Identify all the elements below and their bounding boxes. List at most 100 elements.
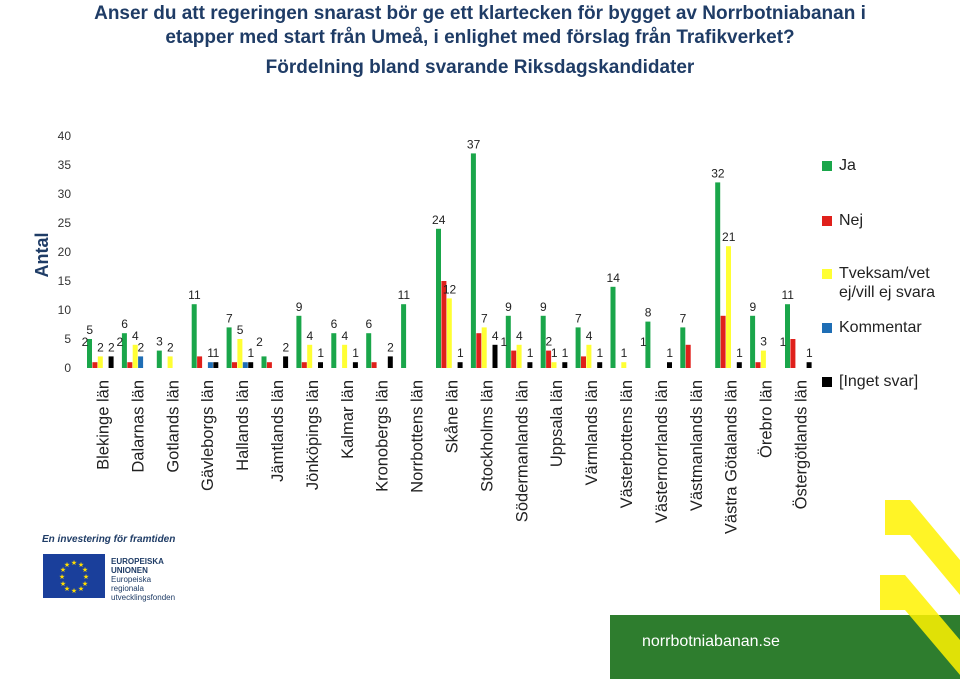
category-label: Västmanlands län xyxy=(688,380,706,511)
bar xyxy=(476,333,482,368)
eu-line-5: utvecklingsfonden xyxy=(111,593,176,602)
legend-swatch-ja xyxy=(822,161,832,171)
bar xyxy=(492,344,498,368)
data-label: 4 xyxy=(132,329,139,343)
category-label: Örebro län xyxy=(758,380,776,458)
data-label: 6 xyxy=(366,317,373,331)
y-axis-label: Antal xyxy=(32,233,52,278)
bar xyxy=(121,333,127,368)
data-label: 1 xyxy=(500,335,507,349)
svg-text:★: ★ xyxy=(78,561,84,569)
category-label: Skåne län xyxy=(444,380,462,453)
bar xyxy=(511,350,517,368)
data-label: 1 xyxy=(736,346,743,360)
data-label: 2 xyxy=(117,335,124,349)
data-label: 5 xyxy=(237,323,244,337)
svg-text:★: ★ xyxy=(78,585,84,593)
data-label: 2 xyxy=(167,340,174,354)
data-label: 1 xyxy=(806,346,813,360)
y-tick-label: 20 xyxy=(58,245,72,259)
svg-text:★: ★ xyxy=(83,573,89,581)
bar xyxy=(197,356,203,368)
svg-text:★: ★ xyxy=(64,561,70,569)
svg-text:★: ★ xyxy=(60,580,66,588)
eu-line-1: EUROPEISKA xyxy=(111,557,164,566)
bar xyxy=(296,315,302,368)
category-label: Värmlands län xyxy=(583,380,601,485)
category-label: Uppsala län xyxy=(548,380,566,467)
bar xyxy=(318,362,323,368)
data-label: 1 xyxy=(780,335,787,349)
bar xyxy=(505,315,511,368)
category-label: Västerbottens län xyxy=(618,380,636,508)
data-label: 7 xyxy=(575,311,582,325)
eu-text: EUROPEISKA UNIONEN Europeiska regionala … xyxy=(111,557,175,602)
bar xyxy=(516,344,522,368)
data-label: 9 xyxy=(540,300,547,314)
bar xyxy=(760,350,766,368)
bar xyxy=(401,304,407,368)
data-label: 7 xyxy=(481,311,488,325)
bar xyxy=(457,362,463,368)
legend-swatch-tveksam xyxy=(822,269,832,279)
svg-text:★: ★ xyxy=(82,580,88,588)
bar xyxy=(446,298,452,368)
bar xyxy=(621,362,627,368)
bar xyxy=(371,362,377,368)
data-label: 2 xyxy=(97,340,104,354)
x-axis: Blekinge län Dalarnas län Gotlands län Gävl… xyxy=(95,380,811,534)
data-label: 14 xyxy=(607,271,621,285)
data-label: 21 xyxy=(722,230,736,244)
eu-flag-icon: ★ ★ ★ ★ ★ ★ ★ ★ ★ ★ ★ ★ xyxy=(43,554,105,598)
legend-swatch-inget-svar xyxy=(822,377,832,387)
bar xyxy=(750,315,756,368)
bar xyxy=(610,286,616,368)
bar xyxy=(226,327,232,368)
bar xyxy=(366,333,372,368)
bar xyxy=(261,356,267,368)
data-label: 3 xyxy=(760,335,767,349)
data-label: 1 xyxy=(640,335,647,349)
data-label: 1 xyxy=(457,346,464,360)
category-label: Jönköpings län xyxy=(304,380,322,490)
data-label: 7 xyxy=(226,311,233,325)
data-label: 11 xyxy=(398,288,411,302)
bar xyxy=(470,153,476,368)
svg-text:★: ★ xyxy=(64,585,70,593)
category-label: Dalarnas län xyxy=(129,380,147,473)
bar xyxy=(546,350,552,368)
bar xyxy=(575,327,581,368)
bar xyxy=(213,362,219,368)
bar xyxy=(127,362,133,368)
site-link[interactable]: norrbotniabanan.se xyxy=(642,633,780,650)
data-label: 2 xyxy=(82,335,89,349)
bar xyxy=(342,344,348,368)
data-label: 1 xyxy=(666,346,673,360)
bar xyxy=(736,362,742,368)
bar xyxy=(785,304,790,368)
legend-swatch-nej xyxy=(822,216,832,226)
bar xyxy=(352,362,358,368)
data-label: 2 xyxy=(545,335,552,349)
chart-subtitle: Fördelning bland svarande Riksdagskandid… xyxy=(265,57,695,78)
data-label: 1 xyxy=(551,346,558,360)
data-label: 4 xyxy=(492,329,499,343)
svg-text:★: ★ xyxy=(71,587,77,595)
data-label: 4 xyxy=(307,329,314,343)
arrow-logo-icon xyxy=(880,500,960,675)
y-tick-label: 35 xyxy=(58,158,72,172)
data-label: 7 xyxy=(680,311,687,325)
category-label: Hallands län xyxy=(234,380,252,471)
bar xyxy=(242,362,248,368)
data-label: 32 xyxy=(711,166,725,180)
eu-stars-icon: ★ ★★ ★★★ ★★★ ★★★ xyxy=(59,559,89,595)
bar xyxy=(726,246,731,368)
data-label: 4 xyxy=(586,329,593,343)
y-axis: 0 5 10 15 20 25 30 35 40 xyxy=(58,129,72,375)
svg-text:★: ★ xyxy=(82,566,88,574)
bar xyxy=(132,344,138,368)
data-label: 1 xyxy=(597,346,604,360)
bar xyxy=(720,315,726,368)
